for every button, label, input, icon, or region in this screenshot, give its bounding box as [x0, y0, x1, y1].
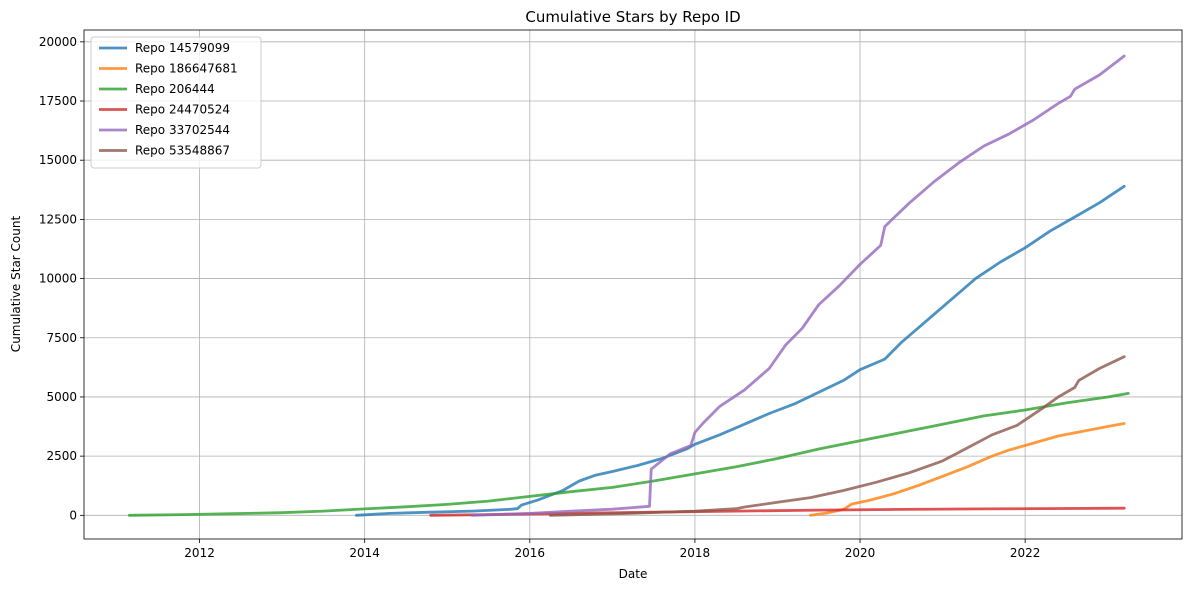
series-line [549, 355, 1126, 517]
legend-label: Repo 14579099 [135, 41, 230, 55]
y-axis-label: Cumulative Star Count [9, 216, 23, 353]
legend-box [90, 36, 262, 169]
series-line [470, 54, 1126, 517]
y-tick-label: 12500 [39, 212, 77, 226]
y-tick-label: 7500 [46, 331, 77, 345]
grid-lines [84, 30, 1182, 539]
plot-frame [83, 29, 1183, 540]
x-tick-label: 2012 [184, 546, 215, 560]
y-tick-label: 15000 [39, 153, 77, 167]
x-tick-label: 2022 [1010, 546, 1041, 560]
legend-label: Repo 33702544 [135, 123, 230, 137]
x-tick-label: 2020 [845, 546, 876, 560]
series-line [355, 184, 1126, 517]
x-tick-label: 2018 [680, 546, 711, 560]
x-tick-label: 2016 [515, 546, 546, 560]
y-tick-label: 10000 [39, 272, 77, 286]
series-line [128, 392, 1130, 517]
y-tick-label: 5000 [46, 390, 77, 404]
x-tick-label: 2014 [349, 546, 380, 560]
series-line [809, 422, 1126, 517]
y-tick-label: 0 [69, 508, 77, 522]
legend-label: Repo 186647681 [135, 62, 238, 76]
legend-label: Repo 24470524 [135, 103, 230, 117]
series-lines [128, 54, 1130, 517]
chart-title: Cumulative Stars by Repo ID [525, 8, 740, 26]
x-axis-label: Date [619, 567, 648, 581]
axis-ticks: 2012 2014 2016 2018 2020 2022 0 2500 5000 7500 100… [39, 35, 1041, 560]
legend-label: Repo 53548867 [135, 144, 230, 158]
legend: Repo 14579099 Repo 186647681 Repo 206444 Re… [90, 36, 262, 169]
y-tick-label: 17500 [39, 94, 77, 108]
y-tick-label: 2500 [46, 449, 77, 463]
legend-label: Repo 206444 [135, 82, 215, 96]
y-tick-label: 20000 [39, 35, 77, 49]
